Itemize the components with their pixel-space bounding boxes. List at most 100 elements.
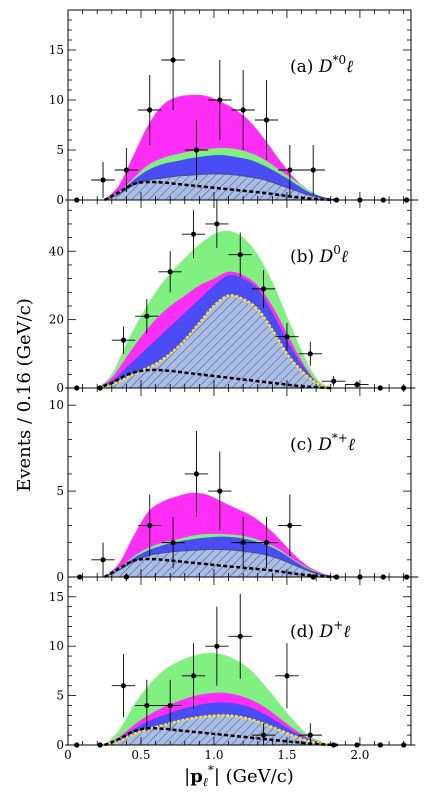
point-marker [237, 252, 243, 258]
panel-0-data-point-5 [184, 120, 209, 180]
panel-0-data-point-3 [138, 75, 162, 145]
panel-3-data-point-10 [298, 723, 322, 745]
panel-1-y-tick-label: 20 [49, 313, 64, 327]
panel-label-sup: *0 [332, 53, 346, 67]
point-marker [237, 633, 243, 639]
point-marker [217, 97, 223, 103]
panel-0-data-point-8 [254, 80, 279, 160]
panel-1-data-point-5 [181, 210, 206, 259]
panel-2-y-tick-label: 10 [49, 398, 64, 412]
point-marker [310, 167, 316, 173]
point-marker [307, 351, 313, 357]
x-axis-title-close: | [214, 766, 220, 787]
panel-3-y-tick-label: 5 [56, 689, 64, 703]
panel-1-data-point-3 [135, 299, 159, 334]
x-tick-label: 0.5 [131, 748, 150, 762]
panel-label-prefix: (b) [290, 247, 320, 267]
panel-0-y-tick-label: 5 [56, 143, 64, 157]
panel-3-y-tick-label: 15 [49, 590, 64, 604]
panel-3-y-tick-label: 10 [49, 639, 64, 653]
x-axis-title: |pℓ*| (GeV/c) [184, 763, 294, 789]
point-marker [120, 683, 127, 689]
panel-2-data-point-7 [231, 516, 255, 569]
panel-0-y-tick-label: 10 [49, 93, 64, 107]
panel-2-hatch-outline [104, 548, 339, 578]
panel-label-sup: 0 [333, 243, 341, 257]
panel-label-suffix: ℓ [348, 435, 355, 455]
point-marker [217, 488, 223, 494]
panel-3: 0 5 10 15 (d) D+ℓ [49, 576, 416, 752]
panel-label-base: D [319, 622, 334, 642]
point-marker [193, 147, 200, 153]
panel-label-sup: *+ [332, 431, 348, 445]
panel-1-data-point-11 [321, 376, 346, 387]
point-marker [190, 231, 197, 237]
panel-2-data-point-3 [138, 494, 162, 557]
panel-2: 0 5 10 (c) D*+ℓ [49, 387, 419, 584]
point-marker [284, 673, 290, 679]
panel-0-data-point-6 [208, 60, 232, 140]
point-marker [354, 381, 360, 388]
panel-1-y-tick-label: 0 [56, 381, 64, 395]
point-marker [263, 540, 270, 546]
panel-1-y-tick-label: 40 [49, 244, 64, 258]
panel-0-data-point-2 [114, 148, 139, 192]
panel-0-data-point-10 [301, 145, 325, 195]
panel-label-base: D [319, 247, 334, 267]
panel-3-data-point-8 [251, 723, 276, 745]
panel-2-data-point-4 [161, 516, 185, 569]
panel-1-data-point-8 [251, 270, 276, 308]
panel-label-base: D [318, 57, 333, 77]
point-marker [100, 177, 106, 183]
y-axis-title: Events / 0.16 (GeV/c) [14, 298, 35, 492]
panel-0-label: (a) D*0ℓ [290, 53, 353, 77]
point-marker [214, 643, 220, 649]
panel-3-data-point-6 [205, 606, 229, 686]
point-marker [167, 702, 173, 709]
panel-label-base: D [317, 435, 332, 455]
panel-3-layer-hatch [104, 715, 338, 745]
panel-label-suffix: ℓ [341, 247, 348, 267]
point-marker [167, 269, 173, 275]
panel-label-sup: + [333, 618, 343, 632]
point-marker [170, 57, 176, 63]
panel-label-prefix: (c) [290, 435, 318, 455]
x-tick-label: 1.5 [277, 748, 296, 762]
point-marker [284, 334, 290, 340]
x-tick-label: 2.0 [350, 748, 369, 762]
point-marker [170, 540, 176, 546]
x-axis-title-sub: ℓ [203, 775, 208, 789]
panel-1-data-point-12 [345, 381, 369, 388]
point-marker [240, 107, 246, 113]
point-marker [214, 221, 220, 227]
panel-3-data-point-4 [158, 679, 182, 732]
panel-3-data-point-2 [111, 654, 136, 718]
panel-1-data-point-9 [275, 323, 299, 351]
panel-1-layer-hatch [97, 295, 331, 388]
panel-2-data-point-9 [278, 494, 302, 557]
panel-0-data-point-4 [161, 10, 185, 110]
point-marker [287, 167, 293, 173]
panel-label-suffix: ℓ [343, 622, 350, 642]
panel-2-data-point-8 [254, 516, 279, 569]
panel-0-hatch-outline [104, 173, 339, 201]
point-marker [193, 471, 200, 477]
point-marker [144, 702, 150, 709]
point-marker [123, 167, 129, 173]
point-marker [100, 557, 106, 563]
panel-2-label: (c) D*+ℓ [290, 431, 355, 455]
panel-0-layer-hatch [104, 173, 338, 200]
point-marker [147, 107, 153, 113]
panel-1-data-point-10 [298, 341, 322, 366]
panel-3-dashed-curve [104, 726, 339, 747]
panel-2-data-point-1 [91, 542, 115, 577]
panel-1-data-point-6 [205, 200, 229, 248]
panel-3-y-tick-label: 0 [56, 738, 64, 752]
point-marker [263, 117, 270, 123]
panel-2-data-point-6 [208, 451, 232, 531]
panel-3-data-point-5 [181, 643, 206, 709]
panel-3-frame [67, 576, 412, 746]
x-axis-title-open: | [184, 766, 190, 787]
point-marker [120, 337, 127, 343]
